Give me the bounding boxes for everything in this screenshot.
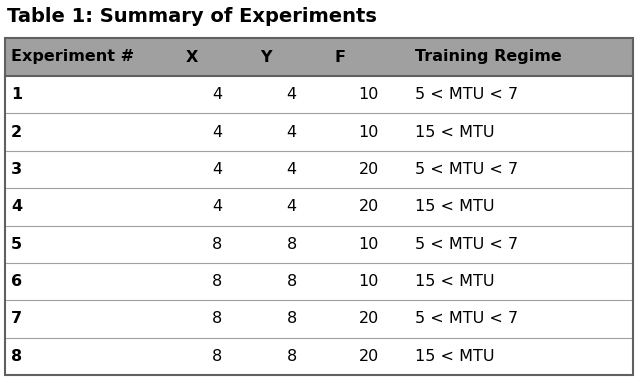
Text: 8: 8: [212, 349, 222, 364]
Text: Y: Y: [260, 50, 272, 65]
Text: 20: 20: [358, 162, 379, 177]
Text: 1: 1: [11, 87, 22, 102]
Text: 10: 10: [358, 237, 379, 252]
Text: Table 1: Summary of Experiments: Table 1: Summary of Experiments: [7, 7, 377, 26]
Text: X: X: [186, 50, 198, 65]
Text: 15 < MTU: 15 < MTU: [415, 349, 494, 364]
Text: 5: 5: [11, 237, 22, 252]
Bar: [5, 38, 633, 375]
Bar: [5, 38, 633, 76]
Text: 10: 10: [358, 274, 379, 289]
Text: 5 < MTU < 7: 5 < MTU < 7: [415, 237, 518, 252]
Text: 8: 8: [212, 237, 222, 252]
Text: 5 < MTU < 7: 5 < MTU < 7: [415, 162, 518, 177]
Text: 2: 2: [11, 124, 22, 139]
Text: 4: 4: [212, 199, 222, 214]
Text: 4: 4: [212, 87, 222, 102]
Text: 8: 8: [212, 274, 222, 289]
Text: 10: 10: [358, 87, 379, 102]
Text: 6: 6: [11, 274, 22, 289]
Text: 4: 4: [287, 87, 297, 102]
Text: 3: 3: [11, 162, 22, 177]
Text: 8: 8: [11, 349, 22, 364]
Text: 4: 4: [212, 124, 222, 139]
Text: 4: 4: [11, 199, 22, 214]
Text: 8: 8: [287, 274, 297, 289]
Text: 7: 7: [11, 311, 22, 326]
Text: 15 < MTU: 15 < MTU: [415, 124, 494, 139]
Text: F: F: [335, 50, 346, 65]
Text: 4: 4: [287, 162, 297, 177]
Text: 8: 8: [287, 237, 297, 252]
Text: 4: 4: [287, 199, 297, 214]
Text: 8: 8: [212, 311, 222, 326]
Text: 5 < MTU < 7: 5 < MTU < 7: [415, 87, 518, 102]
Text: 4: 4: [287, 124, 297, 139]
Text: 20: 20: [358, 311, 379, 326]
Text: Training Regime: Training Regime: [415, 50, 561, 65]
Text: 8: 8: [287, 311, 297, 326]
Text: 15 < MTU: 15 < MTU: [415, 274, 494, 289]
Text: 8: 8: [287, 349, 297, 364]
Text: Experiment #: Experiment #: [11, 50, 134, 65]
Text: 20: 20: [358, 349, 379, 364]
Text: 20: 20: [358, 199, 379, 214]
Text: 5 < MTU < 7: 5 < MTU < 7: [415, 311, 518, 326]
Text: 4: 4: [212, 162, 222, 177]
Text: 15 < MTU: 15 < MTU: [415, 199, 494, 214]
Text: 10: 10: [358, 124, 379, 139]
